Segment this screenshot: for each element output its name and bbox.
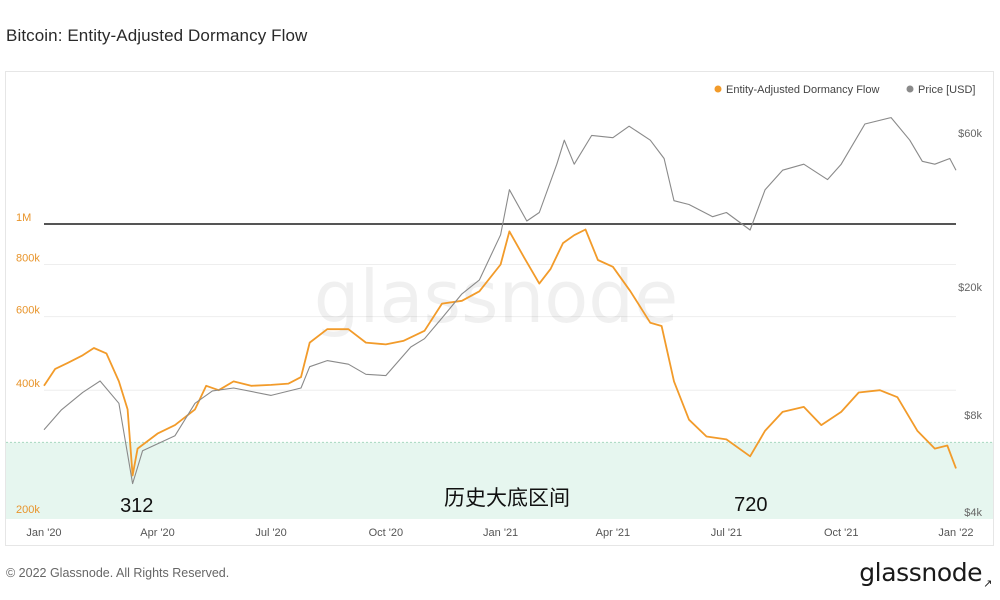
x-axis-tick-label: Jul '20 <box>255 527 286 539</box>
external-link-icon: ↗ <box>983 577 992 590</box>
dormancy-flow-line <box>43 228 957 477</box>
left-axis-tick-label: 200k <box>16 504 40 516</box>
x-axis-tick-label: Apr '21 <box>596 527 631 539</box>
legend-label: Price [USD] <box>918 84 975 96</box>
logo-text: glassnode <box>859 558 983 587</box>
legend-marker <box>714 85 722 93</box>
right-axis-tick-label: $4k <box>964 507 982 519</box>
left-axis-tick-label: 600k <box>16 305 40 317</box>
x-axis-tick-label: Jul '21 <box>711 527 742 539</box>
x-axis-tick-label: Apr '20 <box>140 527 175 539</box>
copyright-notice: © 2022 Glassnode. All Rights Reserved. <box>6 566 230 580</box>
legend-label: Entity-Adjusted Dormancy Flow <box>726 84 879 96</box>
glassnode-logo[interactable]: glassnode↗ <box>859 558 992 590</box>
x-axis-tick-label: Jan '20 <box>26 527 61 539</box>
left-axis-tick-label: 800k <box>16 252 40 264</box>
x-axis-tick-label: Oct '20 <box>369 527 404 539</box>
right-axis-tick-label: $60k <box>958 128 982 140</box>
dormancy-flow-chart: glassnode 200k 400k 600k 800k 1M $4k $8k $20k $60… <box>6 84 993 539</box>
left-axis-tick-label: 400k <box>16 378 40 390</box>
page-title: Bitcoin: Entity-Adjusted Dormancy Flow <box>6 26 308 45</box>
chart-area: glassnode 200k 400k 600k 800k 1M $4k $8k $20k $60… <box>5 71 994 546</box>
right-axis-tick-label: $20k <box>958 282 982 294</box>
left-axis-tick-label: 1M <box>16 212 31 224</box>
x-axis-tick-label: Oct '21 <box>824 527 859 539</box>
x-axis-tick-label: Jan '22 <box>938 527 973 539</box>
right-axis-tick-label: $8k <box>964 410 982 422</box>
legend-marker <box>906 85 914 93</box>
annotation-low-2020: 312 <box>120 495 153 517</box>
price-line <box>43 117 957 485</box>
bottom-zone-band <box>6 442 993 519</box>
annotation-low-2021: 720 <box>734 494 767 516</box>
watermark-text: glassnode <box>314 255 679 339</box>
annotation-bottom-zone: 历史大底区间 <box>444 486 570 510</box>
x-axis-tick-label: Jan '21 <box>483 527 518 539</box>
